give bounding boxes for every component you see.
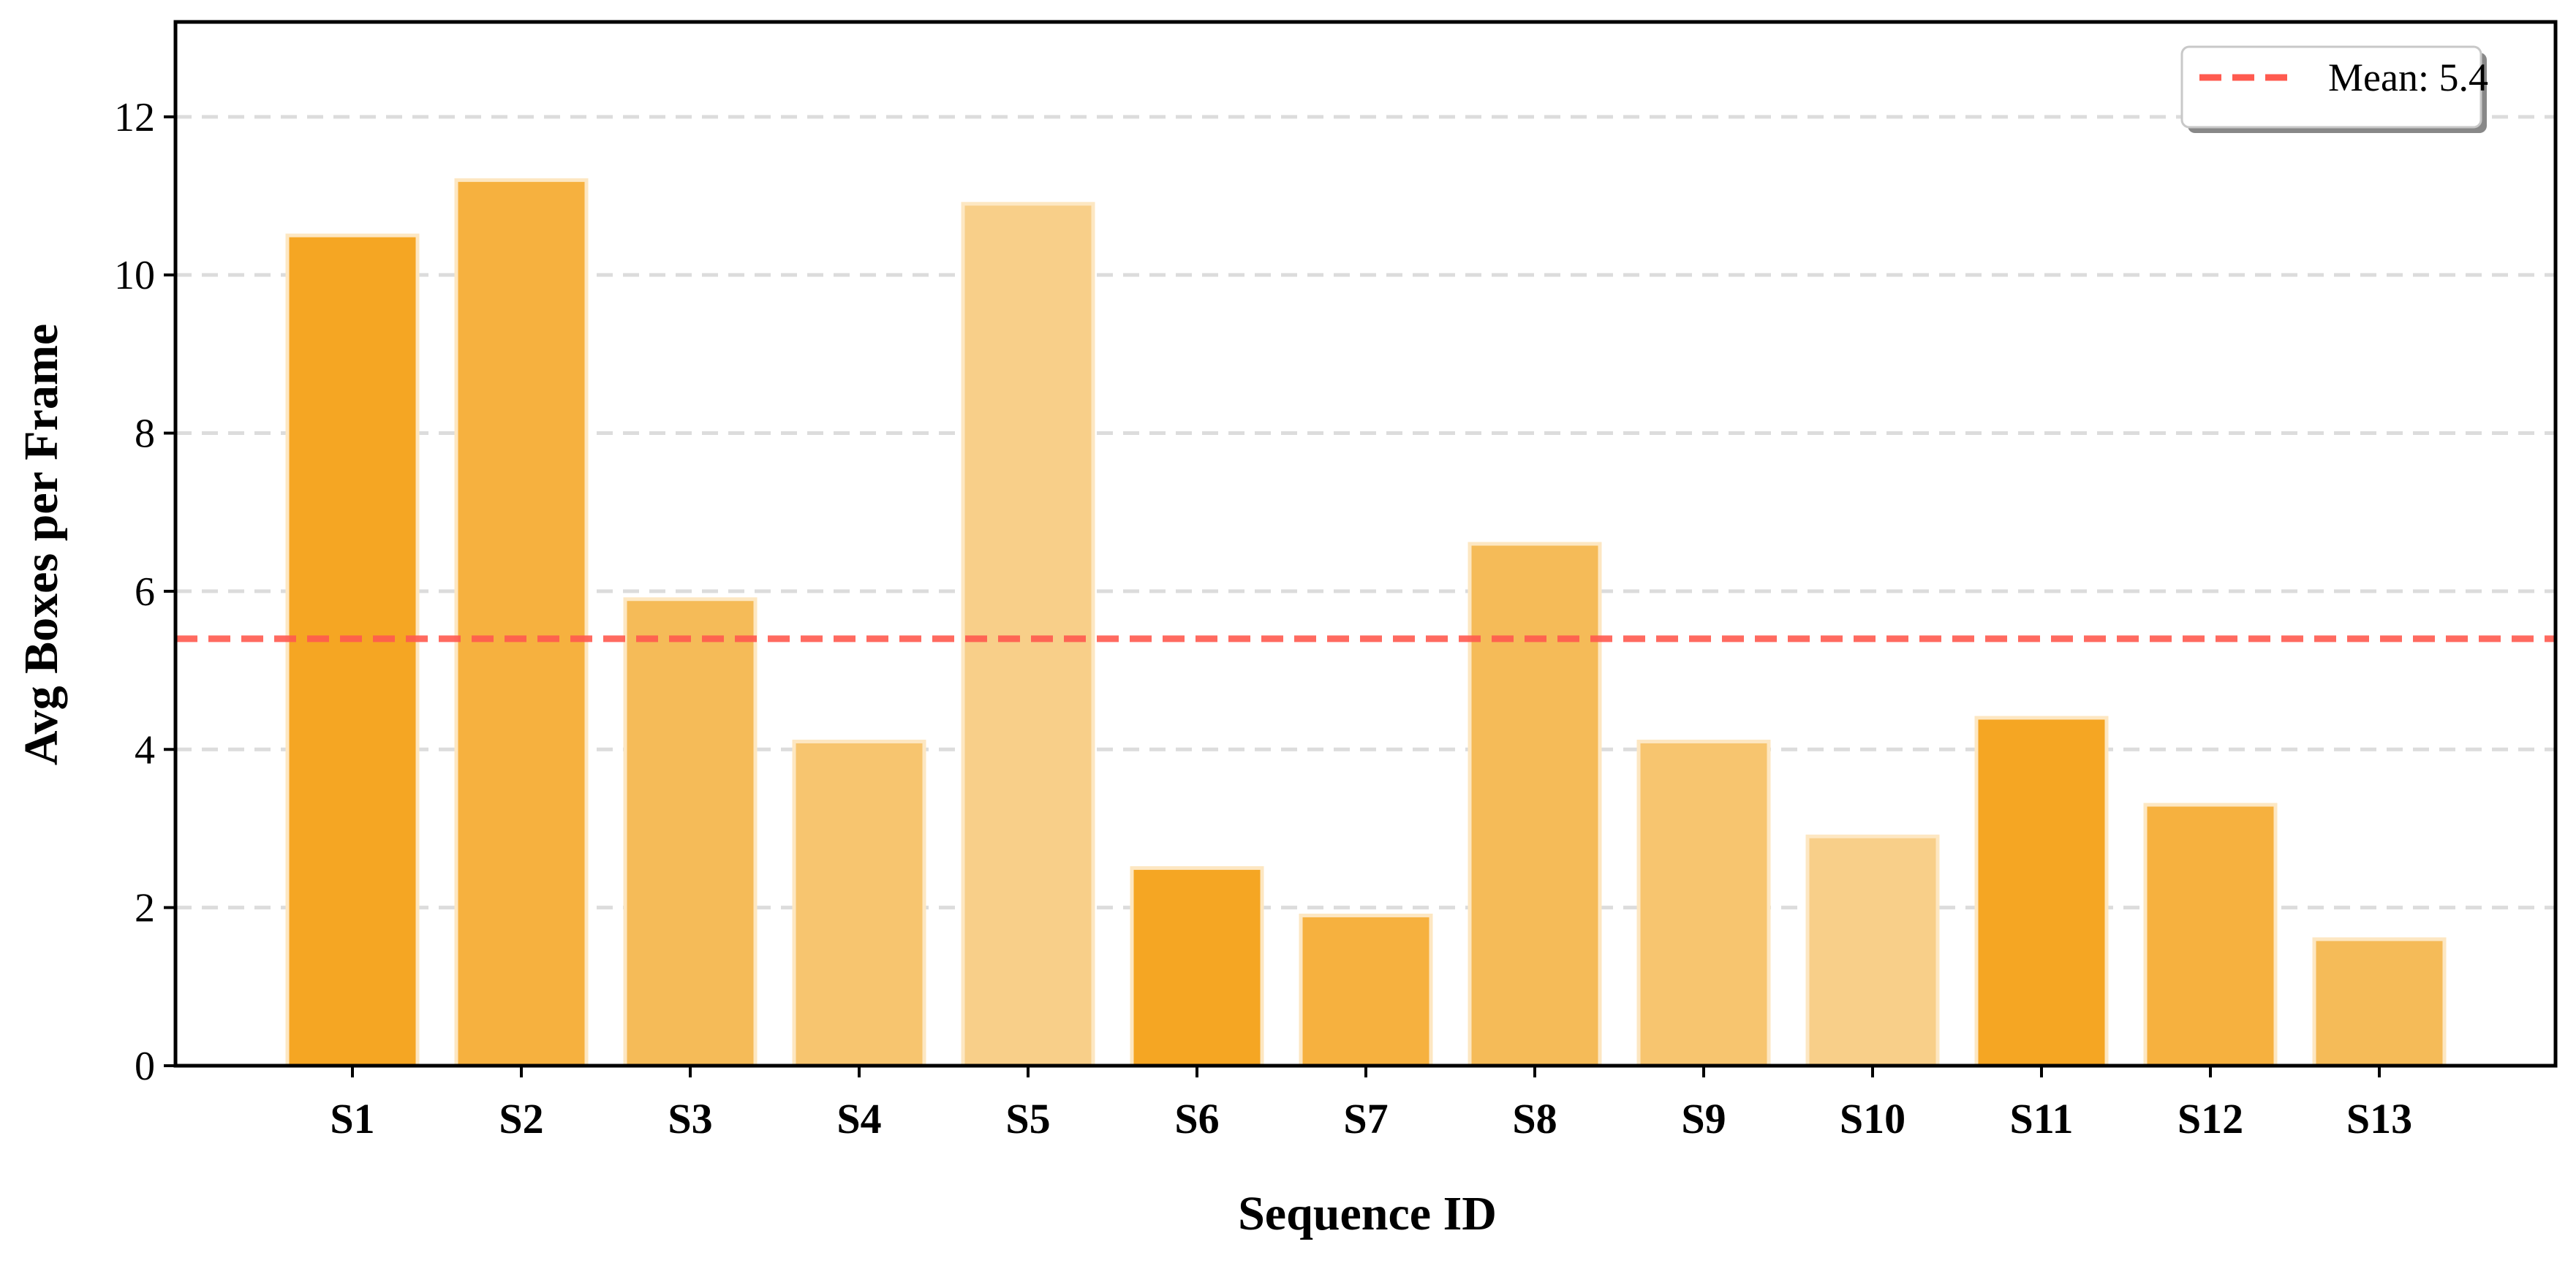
bar	[961, 202, 1095, 1068]
legend-box	[2180, 45, 2482, 129]
bar	[1130, 866, 1264, 1068]
y-tick-label: 6	[135, 569, 155, 615]
y-axis-title: Avg Boxes per Frame	[15, 324, 68, 765]
x-tick-label: S4	[836, 1095, 881, 1142]
y-tick-label: 12	[114, 95, 155, 140]
bar	[1636, 739, 1771, 1068]
x-tick-label: S12	[2177, 1095, 2243, 1142]
bar	[1299, 913, 1433, 1068]
bar	[792, 739, 926, 1068]
y-tick-label: 2	[135, 886, 155, 931]
x-tick-label: S9	[1681, 1095, 1726, 1142]
x-axis: S1 S2 S3 S4 S5 S6 S7 S8 S9 S10 S11 S12 S13	[330, 1066, 2412, 1142]
bar	[2312, 937, 2447, 1068]
bar	[1468, 542, 1602, 1068]
bar	[285, 233, 420, 1068]
bar	[2143, 803, 2278, 1068]
x-tick-label: S11	[2009, 1095, 2073, 1142]
bar	[623, 597, 758, 1068]
y-axis: 0 2 4 6 8 10 12	[114, 95, 175, 1089]
legend-mean-label: Mean: 5.4	[2328, 56, 2488, 99]
x-tick-label: S6	[1174, 1095, 1219, 1142]
legend: Mean: 5.4	[2180, 45, 2488, 133]
y-tick-label: 4	[135, 727, 155, 773]
x-tick-label: S8	[1512, 1095, 1557, 1142]
x-tick-label: S13	[2346, 1095, 2412, 1142]
x-tick-label: S2	[499, 1095, 543, 1142]
bar	[1974, 716, 2109, 1068]
y-tick-label: 10	[114, 253, 155, 298]
bar	[454, 178, 589, 1068]
y-tick-label: 0	[135, 1044, 155, 1089]
x-tick-label: S3	[668, 1095, 712, 1142]
bar	[1805, 834, 1940, 1068]
x-tick-label: S10	[1840, 1095, 1905, 1142]
x-tick-label: S5	[1005, 1095, 1050, 1142]
x-axis-title: Sequence ID	[1238, 1187, 1497, 1240]
x-tick-label: S1	[330, 1095, 374, 1142]
y-tick-label: 8	[135, 412, 155, 457]
x-tick-label: S7	[1343, 1095, 1388, 1142]
bars	[285, 178, 2447, 1068]
